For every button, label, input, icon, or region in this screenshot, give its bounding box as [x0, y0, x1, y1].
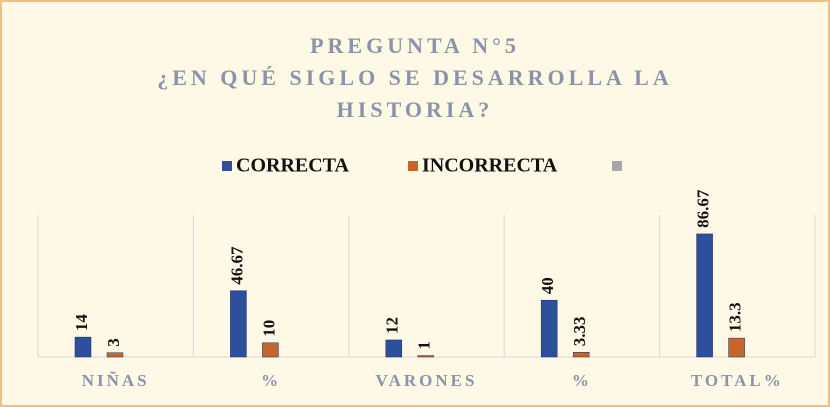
data-label: 86.67 — [694, 189, 713, 228]
bar — [106, 352, 124, 358]
data-label: 3.33 — [570, 317, 589, 347]
legend-marker — [222, 161, 232, 171]
bar — [572, 352, 590, 358]
chart-title: PREGUNTA N°5 — [310, 33, 520, 58]
x-tick-label: % — [261, 371, 281, 390]
data-label: 46.67 — [227, 246, 246, 285]
data-label: 12 — [383, 317, 402, 334]
bar — [385, 339, 403, 358]
bar — [728, 337, 745, 358]
bar — [262, 342, 279, 358]
chart-title: HISTORIA? — [337, 97, 494, 122]
bar — [540, 299, 558, 358]
bar — [74, 336, 92, 358]
legend-label: CORRECTA — [236, 155, 350, 177]
data-label: 13.3 — [726, 302, 745, 332]
x-tick-label: VARONES — [376, 371, 478, 390]
x-tick-label: NIÑAS — [82, 371, 150, 390]
chart-title: ¿EN QUÉ SIGLO SE DESARROLLA LA — [157, 65, 673, 90]
legend-marker — [408, 161, 418, 171]
legend-marker — [612, 161, 622, 171]
data-label: 1 — [415, 341, 434, 350]
data-label: 10 — [259, 320, 278, 337]
legend-label: INCORRECTA — [422, 155, 558, 177]
x-tick-label: % — [572, 371, 592, 390]
x-tick-label: TOTAL% — [691, 371, 784, 390]
data-label: 3 — [104, 338, 123, 347]
bar — [230, 290, 247, 358]
bar — [696, 233, 713, 358]
data-label: 40 — [538, 277, 557, 294]
data-label: 14 — [72, 314, 91, 332]
bar — [417, 355, 435, 358]
